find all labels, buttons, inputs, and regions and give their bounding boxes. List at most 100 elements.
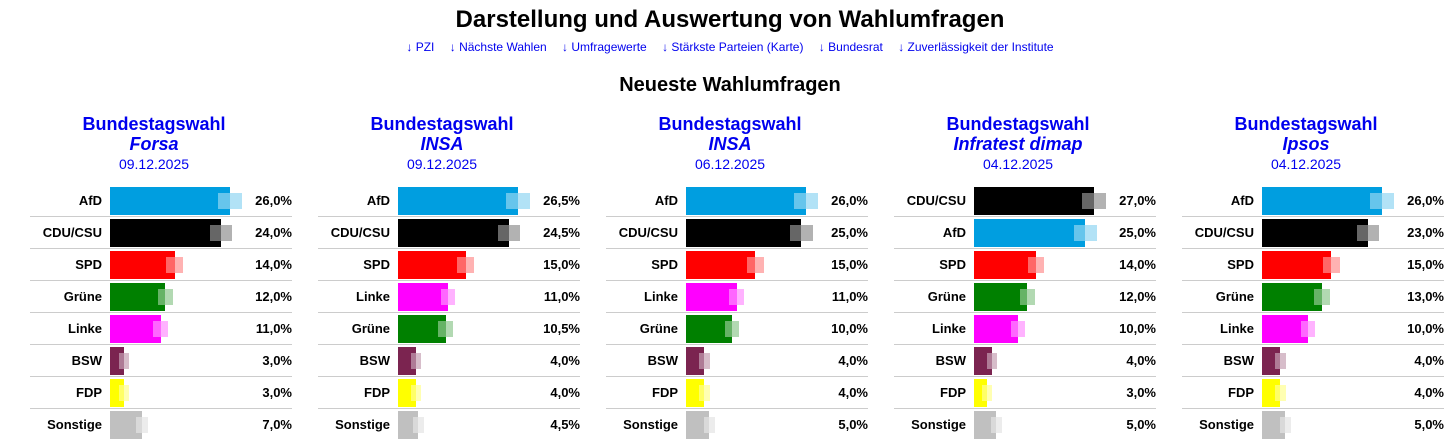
error-margin-outer bbox=[1285, 417, 1291, 433]
result-row: Grüne 13,0% bbox=[1182, 281, 1444, 313]
error-margin-inner bbox=[440, 289, 448, 305]
poll-date: 06.12.2025 bbox=[694, 156, 766, 172]
result-value: 3,0% bbox=[1126, 385, 1156, 400]
error-margin-inner bbox=[118, 385, 124, 401]
poll-header[interactable]: Bundestagswahl INSA 09.12.2025 bbox=[298, 114, 586, 174]
poll-results: AfD 26,5% CDU/CSU 24,5% SPD 15,0% Linke … bbox=[318, 185, 580, 440]
result-row: AfD 26,0% bbox=[1182, 185, 1444, 217]
error-margin-inner bbox=[703, 417, 710, 433]
result-row: Grüne 10,0% bbox=[606, 313, 868, 345]
poll-header[interactable]: Bundestagswahl Infratest dimap 04.12.202… bbox=[874, 114, 1162, 174]
nav-link-bundesrat[interactable]: ↓ Bundesrat bbox=[818, 40, 883, 54]
party-label: Sonstige bbox=[623, 417, 678, 432]
error-margin-inner bbox=[410, 353, 417, 369]
party-label: SPD bbox=[1227, 257, 1254, 272]
result-bar bbox=[686, 283, 737, 311]
result-row: AfD 26,5% bbox=[318, 185, 580, 217]
error-margin-outer bbox=[160, 321, 169, 337]
error-margin-inner bbox=[729, 289, 737, 305]
result-row: FDP 3,0% bbox=[30, 377, 292, 409]
error-margin-inner bbox=[438, 321, 446, 337]
error-margin-inner bbox=[986, 353, 992, 369]
poll-card: Bundestagswahl INSA 09.12.2025 AfD 26,5%… bbox=[298, 114, 586, 439]
result-bar bbox=[974, 379, 988, 407]
result-row: SPD 15,0% bbox=[318, 249, 580, 281]
result-bar bbox=[686, 411, 710, 439]
result-row: Linke 10,0% bbox=[1182, 313, 1444, 345]
result-bar bbox=[1262, 347, 1281, 375]
party-label: Grüne bbox=[1215, 289, 1254, 304]
poll-card: Bundestagswahl Infratest dimap 04.12.202… bbox=[874, 114, 1162, 439]
result-value: 4,0% bbox=[550, 385, 580, 400]
party-label: Linke bbox=[932, 321, 966, 336]
poll-institute: INSA bbox=[708, 134, 752, 154]
error-margin-outer bbox=[1308, 321, 1316, 337]
result-value: 10,5% bbox=[543, 321, 580, 336]
party-label: SPD bbox=[651, 257, 678, 272]
party-label: Linke bbox=[68, 321, 102, 336]
party-label: CDU/CSU bbox=[906, 193, 966, 208]
result-value: 26,0% bbox=[255, 193, 292, 208]
result-bar bbox=[110, 283, 166, 311]
error-margin-inner bbox=[982, 385, 988, 401]
error-margin-outer bbox=[1331, 257, 1340, 273]
error-margin-inner bbox=[1279, 417, 1286, 433]
result-value: 3,0% bbox=[262, 385, 292, 400]
result-bar bbox=[974, 411, 997, 439]
error-margin-outer bbox=[1280, 353, 1286, 369]
error-margin-inner bbox=[725, 321, 733, 337]
nav-links: ↓ PZI ↓ Nächste Wahlen ↓ Umfragewerte ↓ … bbox=[0, 40, 1445, 54]
party-label: AfD bbox=[1230, 193, 1254, 208]
result-bar bbox=[974, 283, 1028, 311]
nav-link-pzi[interactable]: ↓ PZI bbox=[406, 40, 435, 54]
error-margin-outer bbox=[445, 321, 453, 337]
error-margin-inner bbox=[157, 289, 166, 305]
error-margin-outer bbox=[447, 289, 456, 305]
error-margin-outer bbox=[508, 225, 521, 241]
result-value: 4,0% bbox=[1414, 353, 1444, 368]
result-value: 5,0% bbox=[1414, 417, 1444, 432]
result-row: Grüne 12,0% bbox=[894, 281, 1156, 313]
nav-link-umfragewerte[interactable]: ↓ Umfragewerte bbox=[562, 40, 647, 54]
error-margin-outer bbox=[987, 385, 993, 401]
poll-institute: Ipsos bbox=[1282, 134, 1330, 154]
nav-link-naechste-wahlen[interactable]: ↓ Nächste Wahlen bbox=[449, 40, 547, 54]
result-value: 26,0% bbox=[831, 193, 868, 208]
result-value: 13,0% bbox=[1407, 289, 1444, 304]
result-value: 26,0% bbox=[1407, 193, 1444, 208]
result-bar bbox=[398, 251, 466, 279]
result-row: BSW 4,0% bbox=[318, 345, 580, 377]
error-margin-outer bbox=[416, 385, 422, 401]
result-bar bbox=[398, 219, 509, 247]
result-bar bbox=[110, 187, 230, 215]
result-row: FDP 4,0% bbox=[318, 377, 580, 409]
error-margin-outer bbox=[1027, 289, 1035, 305]
result-row: AfD 25,0% bbox=[894, 217, 1156, 249]
result-value: 10,0% bbox=[831, 321, 868, 336]
poll-header[interactable]: Bundestagswahl INSA 06.12.2025 bbox=[586, 114, 874, 174]
error-margin-outer bbox=[736, 289, 745, 305]
error-margin-outer bbox=[806, 193, 818, 209]
result-bar bbox=[110, 411, 143, 439]
result-value: 3,0% bbox=[262, 353, 292, 368]
poll-election: Bundestagswahl bbox=[370, 114, 514, 134]
error-margin-outer bbox=[1322, 289, 1330, 305]
result-value: 27,0% bbox=[1119, 193, 1156, 208]
result-bar bbox=[686, 315, 733, 343]
result-value: 4,0% bbox=[838, 385, 868, 400]
nav-link-staerkste-parteien[interactable]: ↓ Stärkste Parteien (Karte) bbox=[662, 40, 804, 54]
error-margin-outer bbox=[123, 353, 129, 369]
result-row: SPD 14,0% bbox=[30, 249, 292, 281]
result-bar bbox=[686, 187, 806, 215]
result-value: 11,0% bbox=[255, 321, 292, 336]
result-value: 12,0% bbox=[1119, 289, 1156, 304]
poll-header[interactable]: Bundestagswahl Ipsos 04.12.2025 bbox=[1162, 114, 1445, 174]
error-margin-outer bbox=[142, 417, 149, 433]
error-margin-inner bbox=[699, 385, 705, 401]
party-label: Grüne bbox=[351, 321, 390, 336]
poll-header[interactable]: Bundestagswahl Forsa 09.12.2025 bbox=[10, 114, 298, 174]
nav-link-zuverlaessigkeit[interactable]: ↓ Zuverlässigkeit der Institute bbox=[898, 40, 1054, 54]
result-bar bbox=[110, 379, 124, 407]
poll-date: 09.12.2025 bbox=[406, 156, 478, 172]
result-value: 10,0% bbox=[1119, 321, 1156, 336]
